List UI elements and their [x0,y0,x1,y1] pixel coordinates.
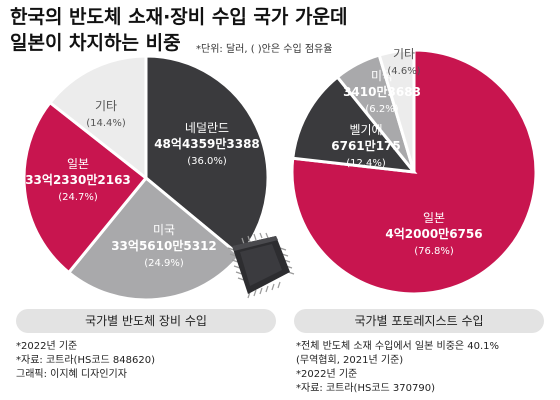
slice-value-label: 33억2330만2163 [25,172,131,187]
pie-slice [291,74,418,174]
pie-slice [144,54,270,258]
note-line: *2022년 기준 [296,369,358,380]
slice-share-label: (36.0%) [187,156,227,167]
pie-slice [66,175,243,302]
note-line: (무역협회, 2021년 기준) [296,355,404,366]
note-line: *2022년 기준 [16,341,78,352]
note-line: 그래픽: 이지혜 디자인기자 [16,369,127,380]
chart-title-line-1: 한국의 반도체 소재·장비 수입 국가 가운데 [10,6,348,28]
pie-charts: 네덜란드48억4359만3388(36.0%)미국33억5610만5312(24… [22,47,538,302]
slice-value-label: 33억5610만5312 [111,238,217,253]
slice-share-label: (6.2%) [365,104,398,115]
pie-slice [47,54,148,182]
slice-name-label: 네덜란드 [185,121,229,135]
slice-value-label: 48억4359만3388 [154,136,260,151]
slice-value-label: 4억2000만6756 [385,226,482,241]
slice-share-label: (14.4%) [86,118,126,129]
pie-slice [377,48,416,173]
slice-share-label: (4.6%) [387,66,420,77]
slice-share-label: (24.7%) [58,192,98,203]
semiconductor-chip-icon [227,232,295,299]
slice-name-label: 일본 [67,157,89,171]
notes-left: *2022년 기준 *자료: 코트라(HS코드 848620) 그래픽: 이지혜… [16,340,155,382]
slice-name-label: 기타 [393,47,415,61]
slice-share-label: (24.9%) [144,258,184,269]
unit-note: *단위: 달러, ( )안은 수입 점유율 [196,44,333,55]
slice-value-label: 3410만3683 [343,84,421,99]
slice-share-label: (76.8%) [414,246,454,257]
slice-value-label: 6761만175 [331,138,401,153]
slice-name-label: 미국 [153,223,175,237]
caption-photoresist: 국가별 포토레지스트 수입 [294,309,544,333]
chart-title-line-2: 일본이 차지하는 비중 [10,32,181,54]
slice-name-label: 기타 [95,99,117,113]
note-line: *전체 반도체 소재 수입에서 일본 비중은 40.1% [296,341,500,352]
caption-equipment: 국가별 반도체 장비 수입 [16,309,276,333]
slice-name-label: 미국 [371,69,393,83]
slice-name-label: 벨기에 [349,123,382,137]
pie-slice [22,100,149,275]
note-line: *자료: 코트라(HS코드 848620) [16,355,155,366]
notes-right: *전체 반도체 소재 수입에서 일본 비중은 40.1% (무역협회, 2021… [296,340,499,396]
slice-share-label: (12.4%) [346,158,386,169]
slice-name-label: 일본 [423,211,445,225]
note-line: *자료: 코트라(HS코드 370790) [296,383,435,394]
